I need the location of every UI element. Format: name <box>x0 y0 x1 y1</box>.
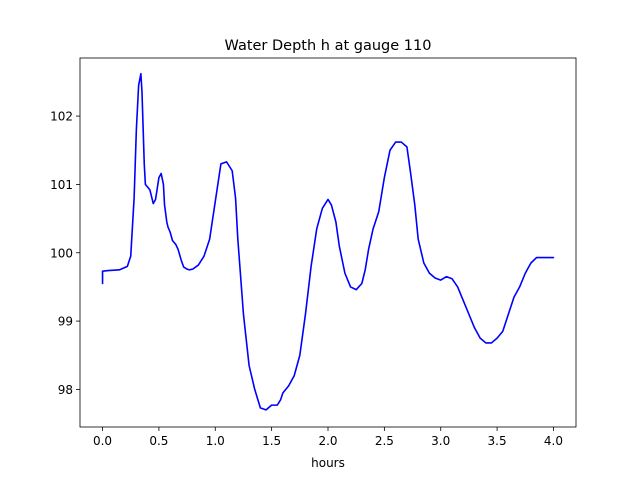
x-tick-label: 2.0 <box>318 434 337 448</box>
chart-title: Water Depth h at gauge 110 <box>225 38 432 54</box>
y-tick-label: 98 <box>58 383 73 397</box>
x-tick-label: 4.0 <box>544 434 563 448</box>
series-layer <box>101 72 555 411</box>
x-tick-label: 3.0 <box>431 434 450 448</box>
y-tick-label: 101 <box>50 178 73 192</box>
series-line-0 <box>101 72 555 411</box>
y-tick-label: 100 <box>50 246 73 260</box>
x-tick-label: 2.5 <box>375 434 394 448</box>
x-axis-label: hours <box>311 456 345 470</box>
x-tick-label: 0.5 <box>149 434 168 448</box>
x-tick-label: 1.0 <box>206 434 225 448</box>
plot-background <box>80 58 576 427</box>
x-tick-label: 1.5 <box>262 434 281 448</box>
y-axis: 98 99 100 101 102 <box>50 110 80 397</box>
x-axis: 0.0 0.5 1.0 1.5 2.0 2.5 3.0 3.5 4.0 <box>93 427 563 448</box>
plot-area <box>80 58 576 427</box>
x-tick-label: 3.5 <box>488 434 507 448</box>
y-tick-label: 102 <box>50 110 73 124</box>
y-tick-label: 99 <box>58 315 73 329</box>
x-tick-label: 0.0 <box>93 434 112 448</box>
